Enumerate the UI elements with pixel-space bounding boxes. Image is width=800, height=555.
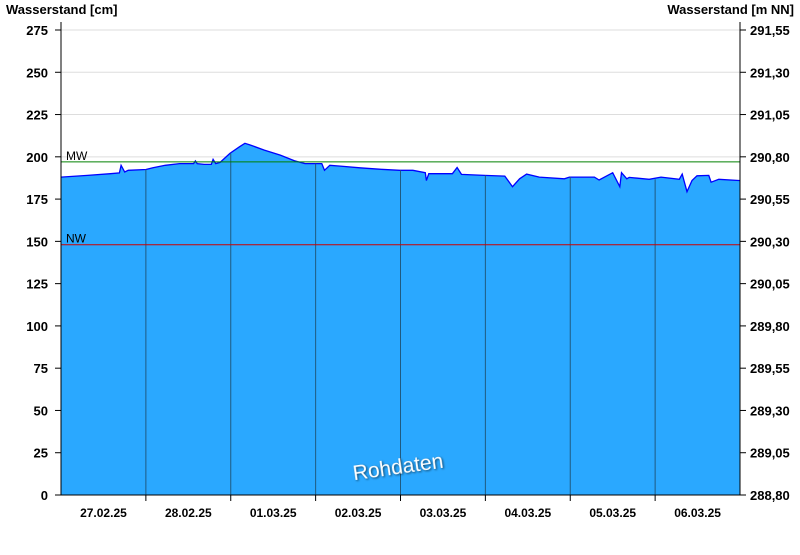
- right-tick-label: 291,55: [750, 23, 790, 38]
- left-tick-label: 150: [26, 234, 48, 249]
- reference-label-mw: MW: [66, 149, 88, 163]
- left-tick-label: 0: [41, 488, 48, 503]
- right-tick-label: 289,80: [750, 319, 790, 334]
- left-tick-label: 100: [26, 319, 48, 334]
- x-tick-label: 03.03.25: [420, 506, 467, 520]
- left-tick-label: 25: [34, 446, 48, 461]
- right-axis-title: Wasserstand [m NN]: [667, 2, 794, 17]
- x-tick-label: 06.03.25: [674, 506, 721, 520]
- left-tick-label: 50: [34, 403, 48, 418]
- right-tick-label: 289,30: [750, 403, 790, 418]
- right-tick-label: 290,05: [750, 277, 790, 292]
- left-tick-label: 275: [26, 23, 48, 38]
- right-tick-label: 289,55: [750, 361, 790, 376]
- right-tick-label: 291,30: [750, 65, 790, 80]
- x-tick-label: 05.03.25: [589, 506, 636, 520]
- left-tick-label: 250: [26, 65, 48, 80]
- right-tick-label: 290,55: [750, 192, 790, 207]
- x-tick-label: 27.02.25: [80, 506, 127, 520]
- right-tick-label: 290,30: [750, 234, 790, 249]
- x-tick-label: 04.03.25: [504, 506, 551, 520]
- left-tick-label: 75: [34, 361, 48, 376]
- right-tick-label: 291,05: [750, 108, 790, 123]
- left-tick-label: 200: [26, 150, 48, 165]
- x-tick-label: 02.03.25: [335, 506, 382, 520]
- reference-label-nw: NW: [66, 232, 87, 246]
- left-tick-label: 175: [26, 192, 48, 207]
- left-tick-label: 225: [26, 108, 48, 123]
- left-tick-label: 125: [26, 277, 48, 292]
- x-tick-label: 28.02.25: [165, 506, 212, 520]
- right-tick-label: 290,80: [750, 150, 790, 165]
- left-axis-title: Wasserstand [cm]: [6, 2, 118, 17]
- right-tick-label: 289,05: [750, 446, 790, 461]
- x-tick-label: 01.03.25: [250, 506, 297, 520]
- water-level-line: [60, 142, 740, 194]
- right-tick-label: 288,80: [750, 488, 790, 503]
